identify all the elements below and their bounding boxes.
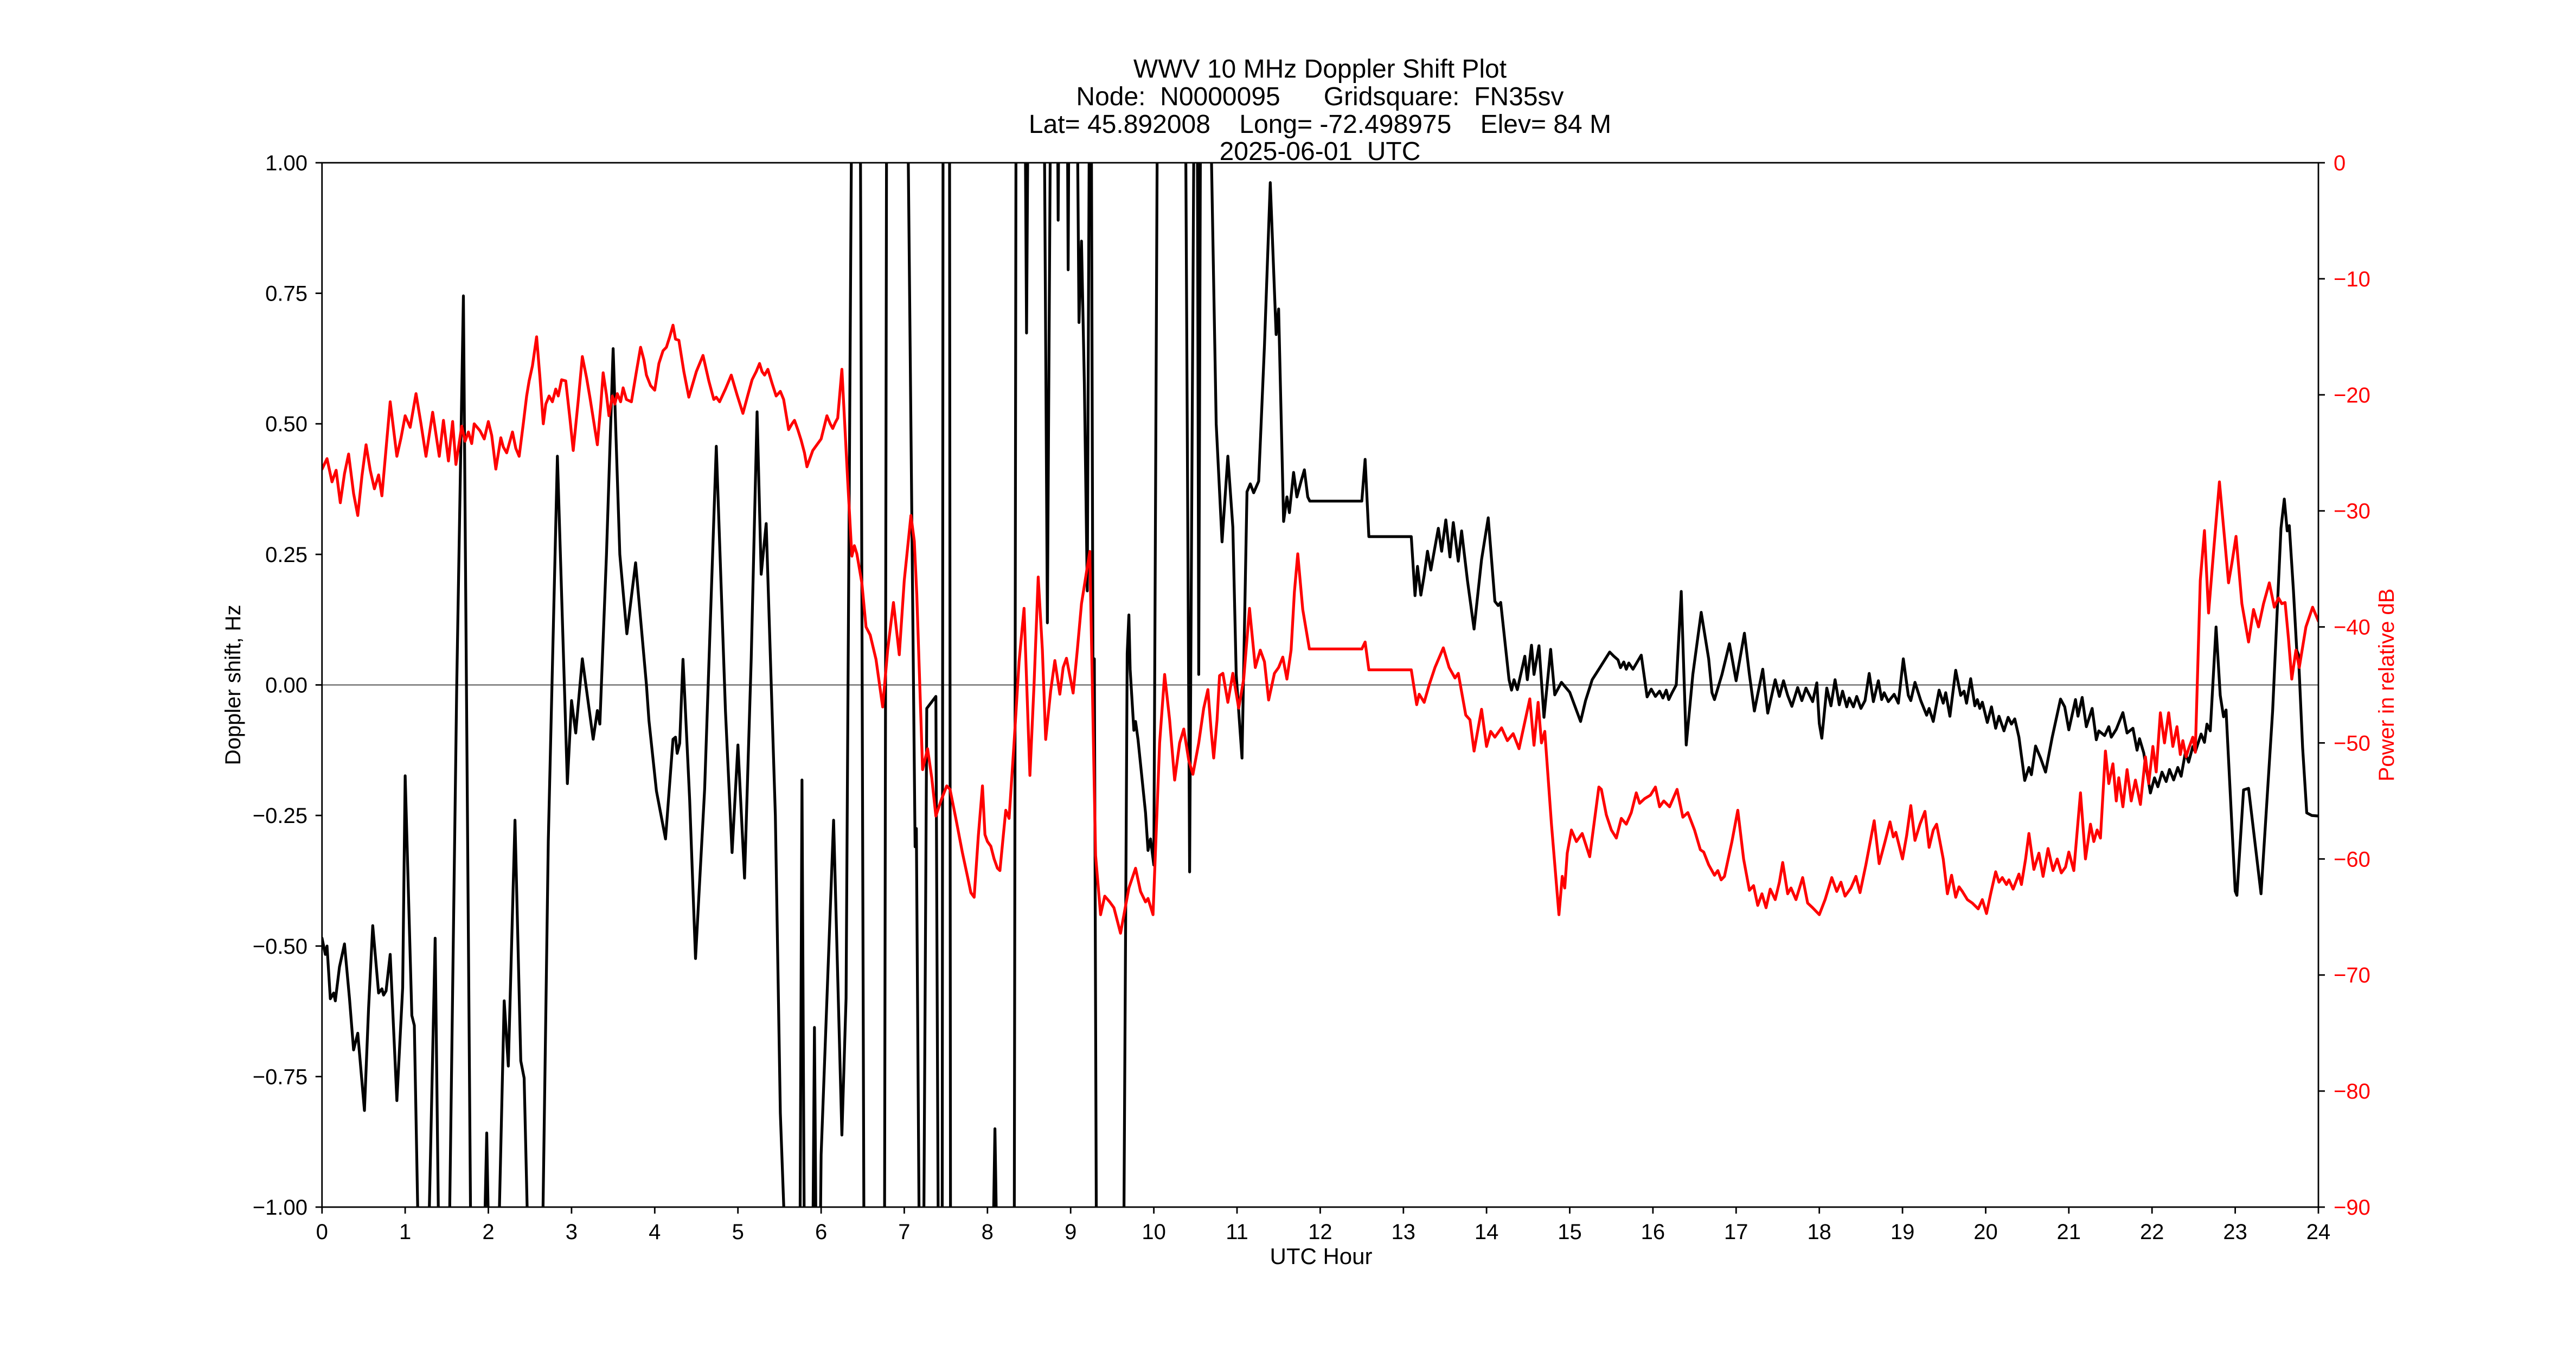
svg-text:−40: −40: [2334, 616, 2370, 640]
svg-text:5: 5: [732, 1220, 744, 1244]
svg-text:18: 18: [1807, 1220, 1831, 1244]
svg-text:3: 3: [566, 1220, 578, 1244]
svg-text:−0.25: −0.25: [253, 804, 307, 828]
svg-text:Lat= 45.892008 Long= -72.49: Lat= 45.892008 Long= -72.498975 Elev= 84…: [1029, 110, 1611, 139]
svg-text:−20: −20: [2334, 384, 2370, 407]
svg-text:11: 11: [1226, 1220, 1248, 1244]
svg-text:−1.00: −1.00: [253, 1196, 307, 1220]
svg-text:2025-06-01 UTC: 2025-06-01 UTC: [1220, 137, 1421, 166]
svg-text:13: 13: [1392, 1220, 1416, 1244]
svg-text:0: 0: [2334, 151, 2346, 175]
svg-text:7: 7: [898, 1220, 910, 1244]
svg-text:−0.75: −0.75: [253, 1065, 307, 1089]
svg-text:−0.50: −0.50: [253, 935, 307, 959]
svg-text:0.00: 0.00: [265, 674, 307, 698]
svg-text:21: 21: [2057, 1220, 2081, 1244]
svg-text:9: 9: [1065, 1220, 1076, 1244]
svg-text:−30: −30: [2334, 500, 2370, 524]
svg-text:UTC Hour: UTC Hour: [1270, 1243, 1372, 1269]
svg-text:20: 20: [1973, 1220, 1998, 1244]
svg-text:12: 12: [1308, 1220, 1332, 1244]
svg-text:10: 10: [1142, 1220, 1166, 1244]
svg-text:−60: −60: [2334, 847, 2370, 871]
svg-text:Node: N0000095 Gridsquar: Node: N0000095 Gridsquare: FN35sv: [1076, 82, 1563, 111]
svg-text:4: 4: [649, 1220, 661, 1244]
svg-text:1: 1: [399, 1220, 411, 1244]
svg-text:0.75: 0.75: [265, 282, 307, 306]
svg-text:8: 8: [982, 1220, 994, 1244]
svg-text:24: 24: [2306, 1220, 2331, 1244]
svg-text:19: 19: [1891, 1220, 1915, 1244]
svg-text:Power in relative dB: Power in relative dB: [2375, 589, 2399, 782]
svg-text:16: 16: [1641, 1220, 1665, 1244]
svg-text:−90: −90: [2334, 1196, 2370, 1220]
svg-text:−80: −80: [2334, 1080, 2370, 1103]
svg-text:23: 23: [2223, 1220, 2247, 1244]
svg-text:−10: −10: [2334, 267, 2370, 291]
svg-text:0: 0: [316, 1220, 328, 1244]
svg-text:2: 2: [482, 1220, 494, 1244]
svg-text:17: 17: [1724, 1220, 1748, 1244]
svg-text:0.50: 0.50: [265, 412, 307, 436]
svg-text:−70: −70: [2334, 964, 2370, 987]
svg-text:0.25: 0.25: [265, 543, 307, 567]
svg-text:WWV 10 MHz Doppler Shift Plot: WWV 10 MHz Doppler Shift Plot: [1133, 55, 1507, 84]
svg-text:15: 15: [1558, 1220, 1582, 1244]
svg-text:6: 6: [815, 1220, 827, 1244]
svg-text:−50: −50: [2334, 731, 2370, 755]
svg-text:14: 14: [1475, 1220, 1499, 1244]
svg-text:22: 22: [2140, 1220, 2164, 1244]
svg-text:Doppler shift, Hz: Doppler shift, Hz: [221, 605, 245, 765]
svg-text:1.00: 1.00: [265, 151, 307, 175]
